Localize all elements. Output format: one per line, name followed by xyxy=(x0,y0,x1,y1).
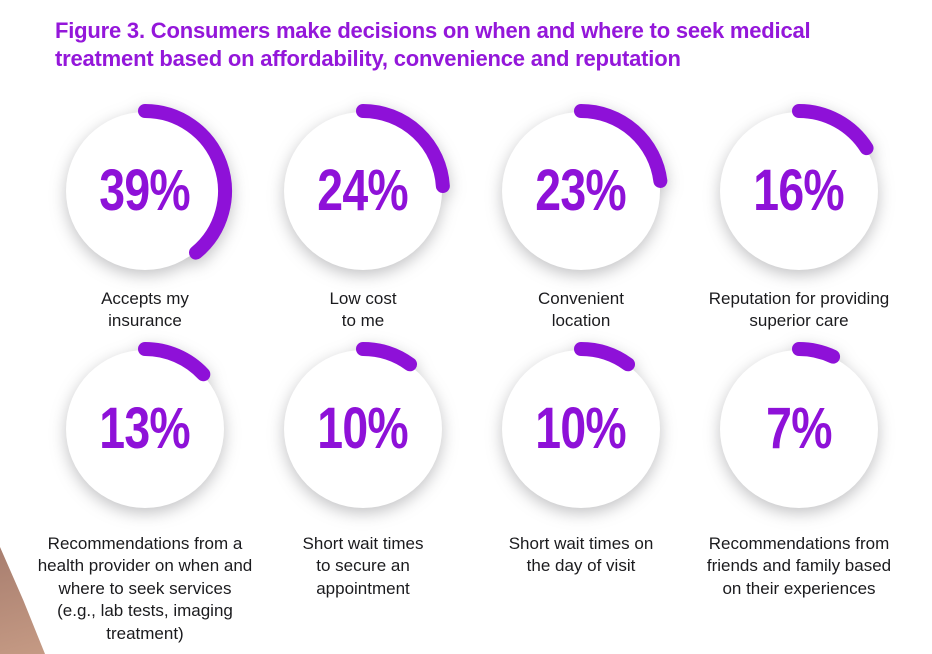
donut-disc xyxy=(502,112,660,270)
donut-svg xyxy=(66,342,224,508)
donut-arc xyxy=(792,342,841,364)
donut-cell: 16% Reputation for providing superior ca… xyxy=(690,103,908,333)
donut-label: Recommendations from friends and family … xyxy=(706,534,892,598)
donut-disc xyxy=(66,350,224,508)
donut-disc xyxy=(284,112,442,270)
donut-arc xyxy=(574,342,636,372)
donut-disc xyxy=(720,350,878,508)
donut-svg xyxy=(502,104,668,270)
donut-label: Short wait times to secure an appointmen… xyxy=(302,534,424,598)
donut-arc xyxy=(356,342,418,372)
donut-chart: 16% xyxy=(711,103,887,279)
donut-disc xyxy=(284,350,442,508)
donut-row-1: 39% Accepts my insurance 24% Low cost to… xyxy=(36,103,912,333)
donut-row-2: 13% Recommendations from a health provid… xyxy=(36,341,912,645)
donut-arc xyxy=(574,104,668,188)
donut-chart: 10% xyxy=(493,341,669,517)
donut-chart: 13% xyxy=(57,341,233,517)
donut-disc xyxy=(720,112,878,270)
donut-svg xyxy=(502,342,660,508)
donut-svg xyxy=(720,342,878,508)
donut-chart: 39% xyxy=(57,103,233,279)
donut-svg xyxy=(284,342,442,508)
donut-cell: 13% Recommendations from a health provid… xyxy=(36,341,254,645)
donut-label: Convenient location xyxy=(537,289,624,331)
donut-disc xyxy=(502,350,660,508)
donut-cell: 7% Recommendations from friends and fami… xyxy=(690,341,908,645)
donut-chart: 23% xyxy=(493,103,669,279)
donut-label: Low cost to me xyxy=(329,289,397,331)
donut-label: Reputation for providing superior care xyxy=(708,289,890,331)
donut-arc xyxy=(138,104,232,260)
donut-cell: 10% Short wait times to secure an appoin… xyxy=(254,341,472,645)
donut-arc xyxy=(356,104,450,193)
donut-cell: 24% Low cost to me xyxy=(254,103,472,333)
figure-title: Figure 3. Consumers make decisions on wh… xyxy=(55,18,811,72)
donut-disc xyxy=(66,112,224,270)
donut-cell: 10% Short wait times on the day of visit xyxy=(472,341,690,645)
donut-svg xyxy=(66,104,232,270)
donut-label: Short wait times on the day of visit xyxy=(508,534,654,576)
donut-svg xyxy=(720,104,878,270)
donut-chart: 24% xyxy=(275,103,451,279)
donut-chart: 10% xyxy=(275,341,451,517)
donut-svg xyxy=(284,104,450,270)
donut-label: Recommendations from a health provider o… xyxy=(37,534,253,643)
donut-chart: 7% xyxy=(711,341,887,517)
donut-arc xyxy=(138,342,211,382)
donut-label: Accepts my insurance xyxy=(101,289,189,331)
donut-arc xyxy=(792,104,874,156)
donut-cell: 23% Convenient location xyxy=(472,103,690,333)
donut-cell: 39% Accepts my insurance xyxy=(36,103,254,333)
